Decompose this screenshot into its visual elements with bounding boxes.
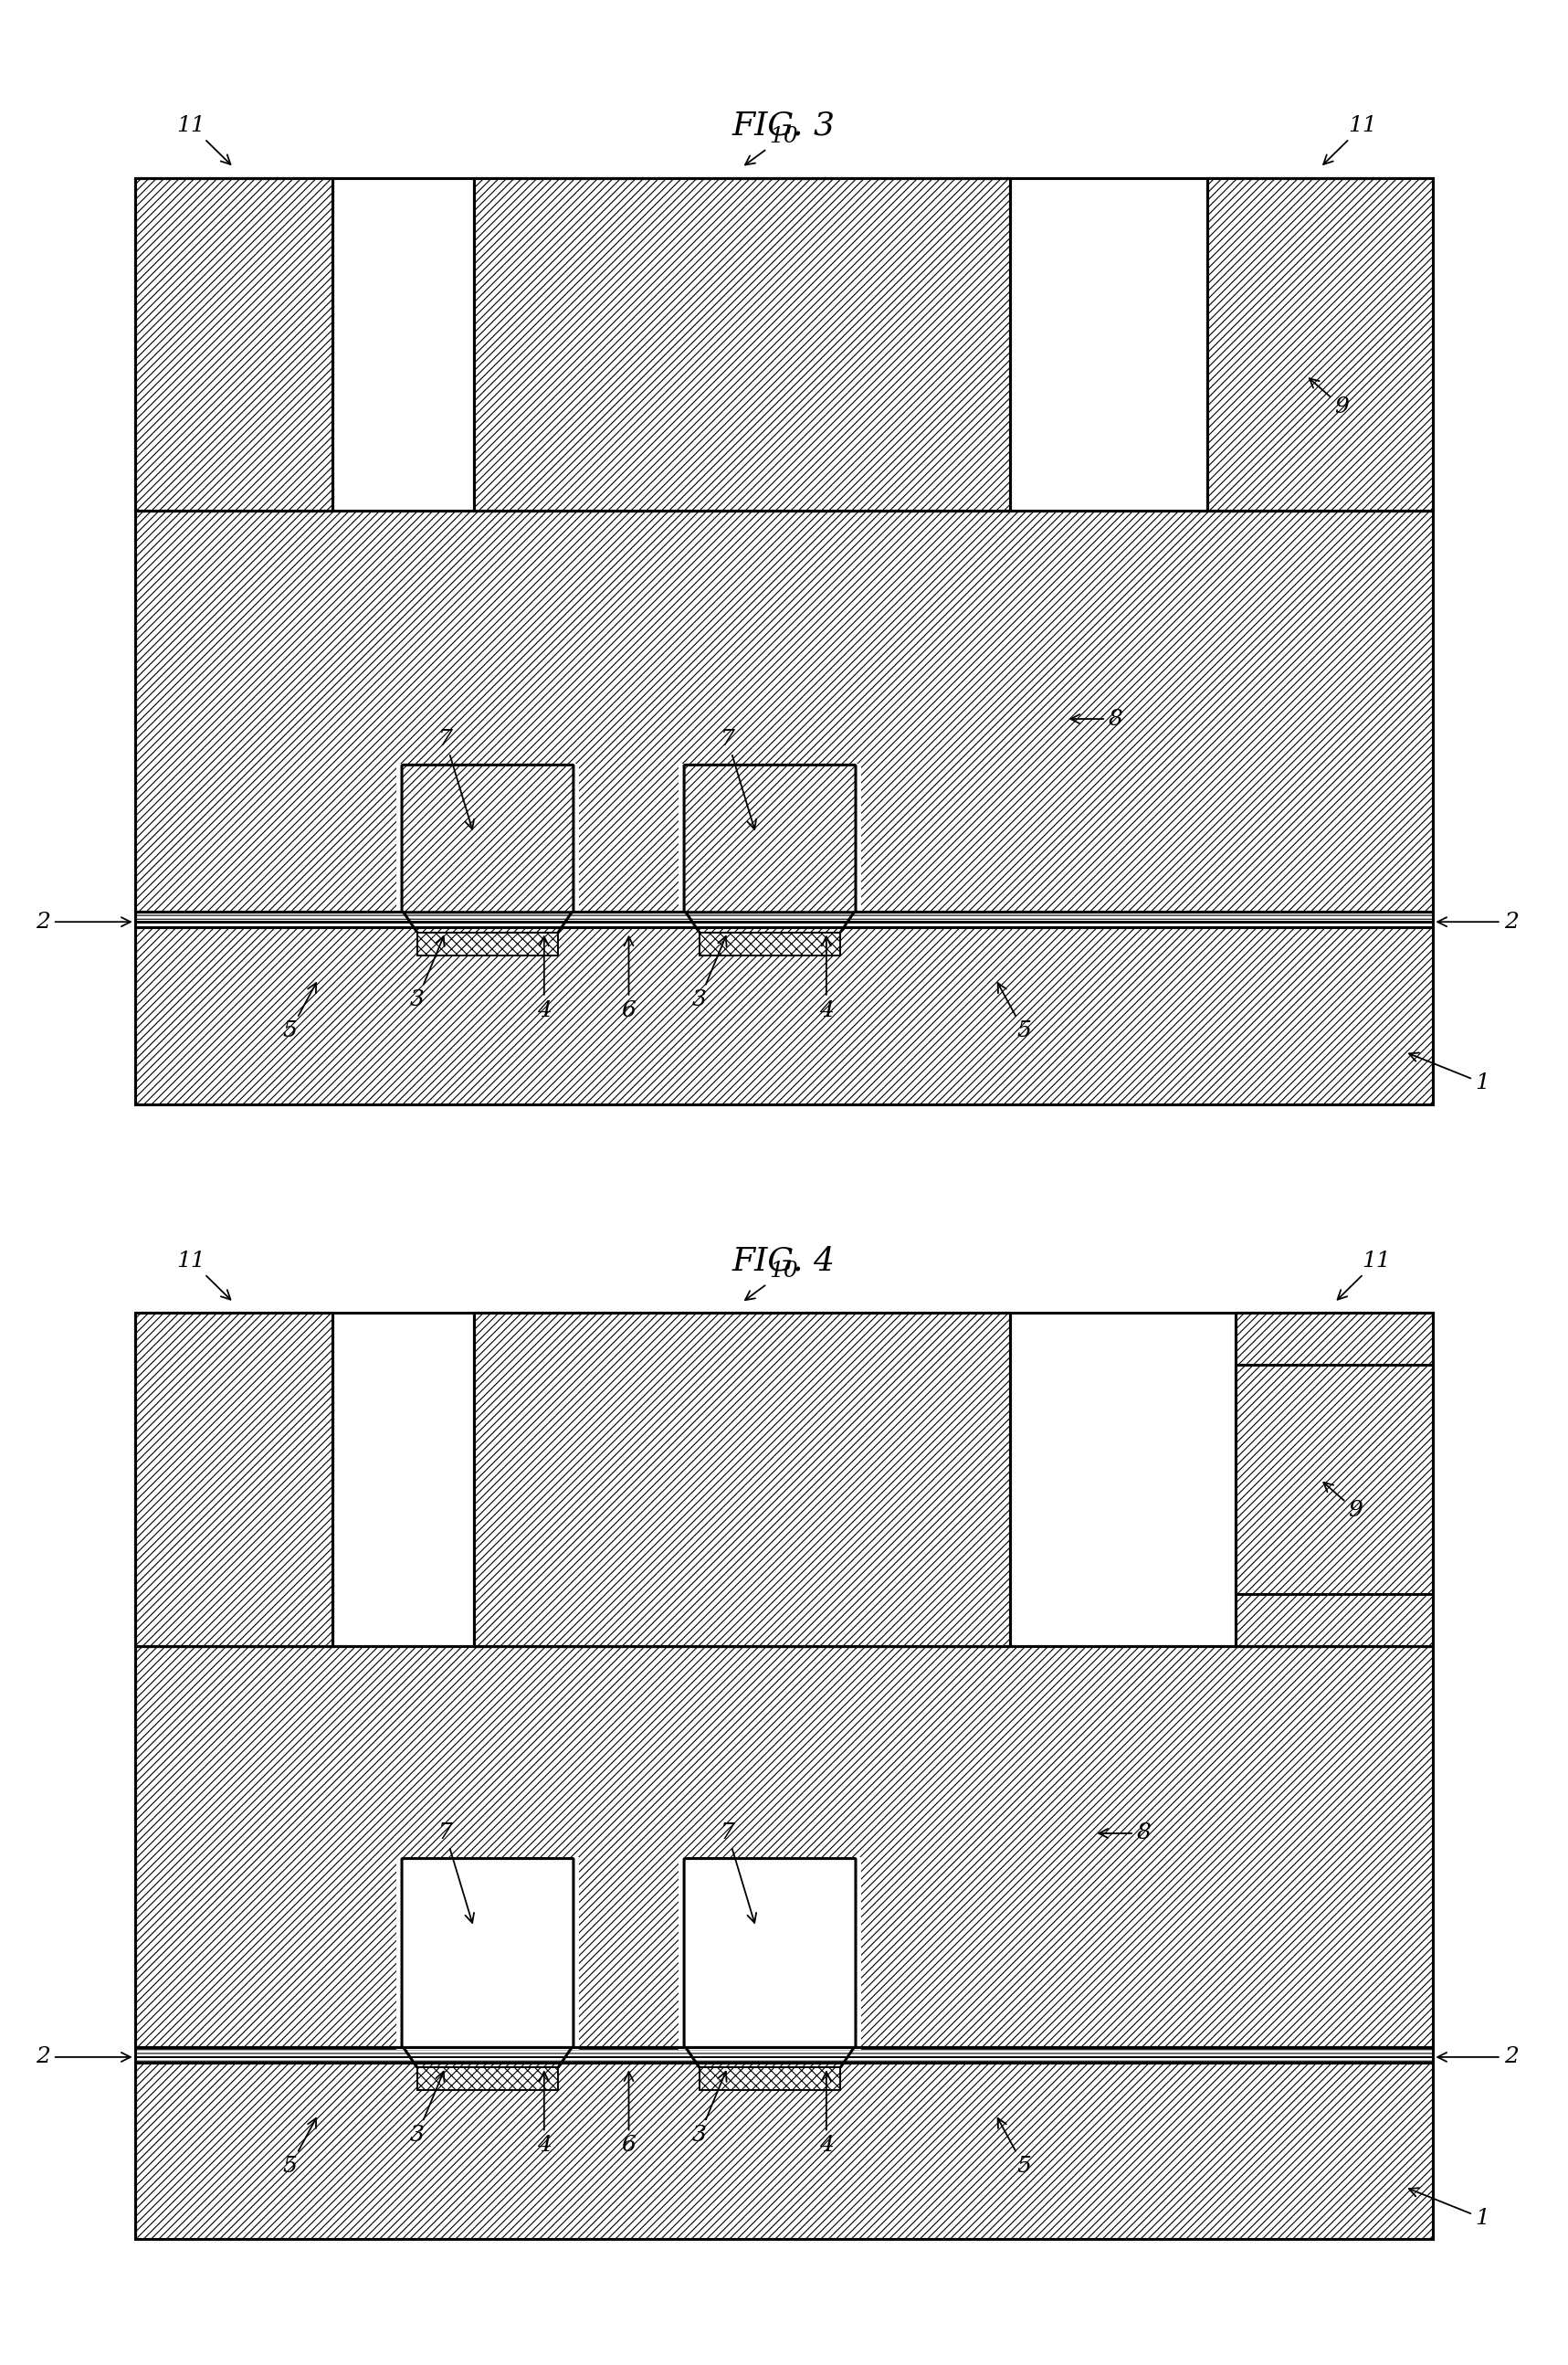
Text: 2: 2 — [36, 911, 130, 932]
Text: 2: 2 — [36, 2046, 130, 2067]
Bar — [135, 2046, 1433, 2062]
Bar — [1236, 1365, 1433, 1594]
Bar — [395, 1857, 580, 2050]
Text: 8: 8 — [1071, 709, 1123, 728]
Text: 11: 11 — [1323, 116, 1377, 166]
Bar — [699, 932, 840, 955]
Text: 2: 2 — [1438, 2046, 1518, 2067]
Bar — [679, 764, 862, 915]
FancyBboxPatch shape — [684, 1859, 856, 2048]
Text: FIG. 4: FIG. 4 — [732, 1246, 836, 1277]
Text: 4: 4 — [818, 937, 834, 1022]
Bar — [679, 1857, 862, 2050]
Text: FIG. 3: FIG. 3 — [732, 111, 836, 142]
Text: 9: 9 — [1323, 1483, 1363, 1521]
Bar — [1207, 177, 1433, 511]
FancyBboxPatch shape — [401, 764, 574, 913]
Text: 3: 3 — [691, 2072, 726, 2145]
Text: 3: 3 — [409, 2072, 444, 2145]
Text: 5: 5 — [997, 984, 1032, 1041]
Bar — [332, 177, 474, 511]
Bar — [135, 177, 332, 511]
Bar — [1236, 1313, 1433, 1646]
Text: 5: 5 — [282, 984, 317, 1041]
Text: 7: 7 — [720, 1823, 756, 1923]
Bar — [1010, 177, 1207, 511]
Bar — [474, 1313, 1010, 1646]
Text: 11: 11 — [177, 116, 230, 166]
Text: 11: 11 — [177, 1251, 230, 1301]
Text: 3: 3 — [691, 937, 726, 1010]
Text: 5: 5 — [997, 2119, 1032, 2176]
Text: 6: 6 — [621, 937, 637, 1022]
Bar — [135, 911, 1433, 927]
Bar — [1236, 1313, 1433, 1646]
Bar — [699, 2067, 840, 2091]
Bar — [474, 177, 1010, 511]
Text: 1: 1 — [1410, 2188, 1490, 2228]
Bar — [1207, 177, 1433, 511]
Bar — [135, 1646, 1433, 2046]
Bar — [135, 2062, 1433, 2240]
Text: 4: 4 — [536, 937, 552, 1022]
Bar — [135, 927, 1433, 1104]
Text: 4: 4 — [818, 2072, 834, 2157]
Bar — [135, 1313, 332, 1646]
Bar — [135, 177, 332, 511]
Text: 8: 8 — [1099, 1823, 1151, 1845]
Bar — [135, 511, 1433, 911]
Text: 6: 6 — [621, 2072, 637, 2157]
Text: 10: 10 — [745, 125, 798, 166]
Text: 1: 1 — [1410, 1052, 1490, 1093]
Bar — [1010, 1313, 1236, 1646]
Text: 9: 9 — [1309, 378, 1348, 416]
Text: 7: 7 — [437, 1823, 474, 1923]
Text: 4: 4 — [536, 2072, 552, 2157]
FancyBboxPatch shape — [684, 764, 856, 913]
Bar — [135, 1313, 332, 1646]
Text: 3: 3 — [409, 937, 444, 1010]
Text: 10: 10 — [745, 1261, 798, 1301]
Text: 2: 2 — [1438, 911, 1518, 932]
Bar — [417, 2067, 558, 2091]
Text: 7: 7 — [437, 728, 474, 830]
Bar — [474, 177, 1010, 511]
FancyBboxPatch shape — [401, 1859, 574, 2048]
Text: 11: 11 — [1338, 1251, 1391, 1301]
Text: 7: 7 — [720, 728, 756, 830]
Bar — [1207, 281, 1433, 511]
Bar — [417, 932, 558, 955]
Bar — [474, 1313, 1010, 1646]
Bar — [332, 1313, 474, 1646]
Text: 5: 5 — [282, 2119, 317, 2176]
Bar — [395, 764, 580, 915]
